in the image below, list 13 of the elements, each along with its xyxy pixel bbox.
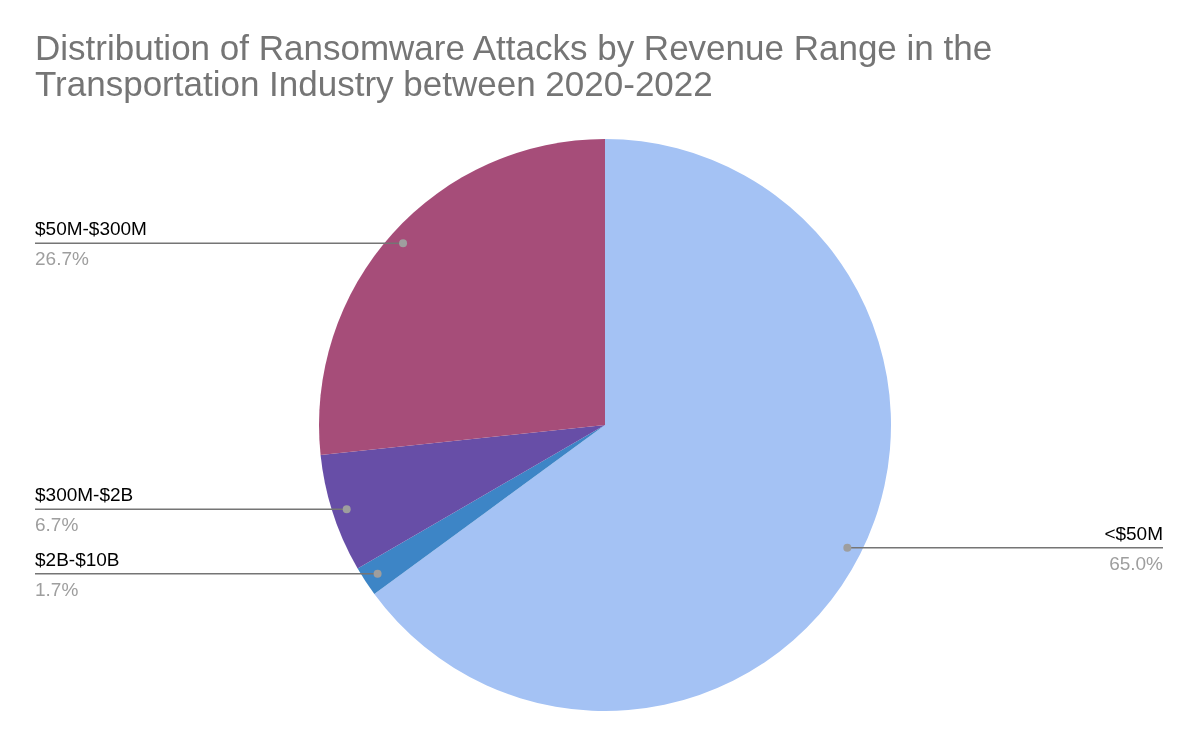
data-label: 26.7% bbox=[35, 248, 89, 270]
data-label: 1.7% bbox=[35, 578, 79, 600]
data-label: 6.7% bbox=[35, 514, 79, 536]
pie-slice bbox=[319, 139, 605, 456]
slice-label: $300M-$2B bbox=[35, 484, 134, 506]
chart-title: Distribution of Ransomware Attacks by Revenue Range in the Transportation Industry between 2020-2022 bbox=[35, 28, 994, 103]
pie-slice bbox=[374, 139, 891, 711]
slice-label: <$50M bbox=[1104, 522, 1163, 544]
slice-label: $50M-$300M bbox=[35, 218, 147, 240]
pie-slice bbox=[357, 425, 605, 595]
slice-label: $2B-$10B bbox=[35, 548, 120, 570]
pie-slice bbox=[320, 425, 605, 569]
data-label: 65.0% bbox=[1109, 552, 1164, 574]
